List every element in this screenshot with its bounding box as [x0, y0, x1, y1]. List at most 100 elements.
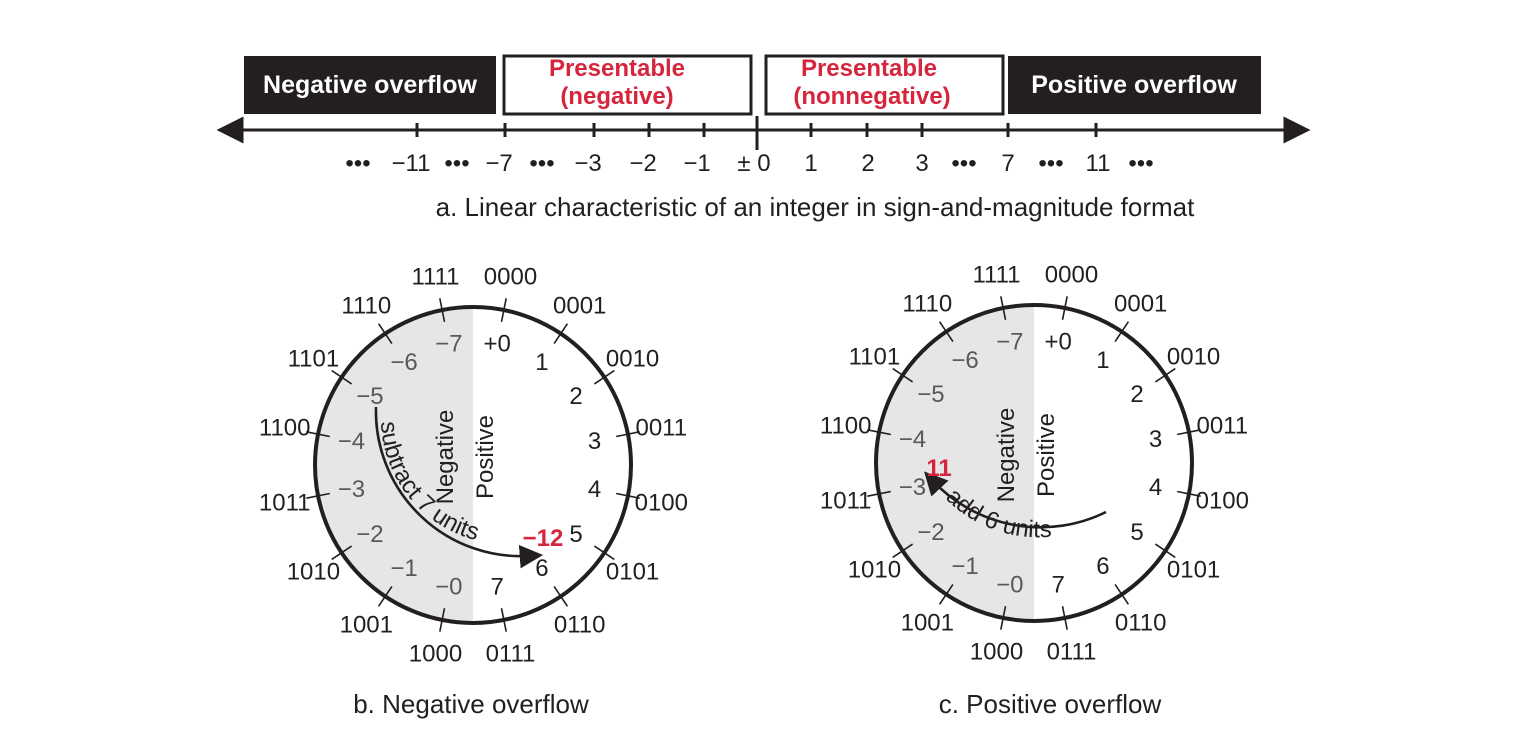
code-label: 0100 [635, 490, 688, 517]
wheel-c-body: Negative Positive 0000 +0 0001 1 0010 2 0011 3 010… [820, 262, 1249, 666]
presentable-negative-label-line1: Presentable [549, 55, 685, 82]
code-label: 0111 [486, 640, 536, 667]
wheel-tick [593, 545, 615, 561]
value-label: 3 [1149, 426, 1162, 453]
tick-label-ellipsis: ••• [444, 150, 469, 177]
wheel-tick [867, 490, 891, 497]
wheel-circle [874, 303, 1194, 623]
negative-half-shade [315, 307, 473, 623]
tick-label: 11 [1086, 150, 1111, 177]
caption-negative-overflow: b. Negative overflow [353, 689, 589, 719]
value-label: −0 [996, 572, 1023, 599]
value-label: 6 [1096, 553, 1109, 580]
wheel-tick [377, 585, 393, 607]
tick-label-ellipsis: ••• [951, 150, 976, 177]
wheel-tick [1061, 606, 1068, 630]
value-label: 1 [535, 349, 548, 376]
tick-label: 3 [915, 150, 928, 177]
tick-label: 2 [861, 150, 874, 177]
value-label: 2 [1130, 381, 1143, 408]
code-label: 0111 [1047, 638, 1097, 665]
code-label: 1111 [411, 264, 459, 291]
code-label: 1101 [288, 345, 340, 372]
wheel-tick [439, 608, 446, 632]
tick-label: −2 [629, 150, 656, 177]
value-label: −7 [996, 328, 1023, 355]
value-label: 1 [1096, 347, 1109, 374]
wheel-tick [1154, 543, 1176, 559]
wheel-positive-overflow: Negative Positive 0000 +0 0001 1 0010 2 0011 3 010… [820, 262, 1249, 719]
value-label: −1 [951, 553, 978, 580]
tick-label-ellipsis: ••• [1038, 150, 1063, 177]
code-label: 1011 [820, 488, 872, 515]
tick-label: 1 [804, 150, 817, 177]
wheel-circle [313, 305, 633, 625]
value-label: −6 [390, 349, 417, 376]
code-label: 1111 [972, 262, 1020, 289]
wheel-tick [553, 585, 569, 607]
number-line-tick-labels: ••• −11 ••• −7 ••• −3 −2 −1 ± 0 1 2 3 ••… [345, 150, 1153, 177]
code-label: 1010 [848, 557, 901, 584]
value-label: −5 [356, 383, 383, 410]
wheel-tick [1154, 367, 1176, 383]
wheel-tick [553, 323, 569, 345]
presentable-nonnegative-label-line2: (nonnegative) [793, 83, 950, 110]
presentable-nonnegative-label-line1: Presentable [801, 55, 937, 82]
code-label: 0000 [484, 264, 537, 291]
wheel-tick [892, 543, 914, 559]
wheel-tick [593, 369, 615, 385]
negative-overflow-label: Negative overflow [263, 71, 478, 99]
presentable-negative-label-line2: (negative) [560, 83, 673, 110]
code-label: 0011 [1196, 413, 1248, 440]
wheel-tick [1177, 490, 1201, 497]
wheel-tick [938, 321, 954, 343]
positive-side-label: Positive [1033, 413, 1060, 497]
negative-side-label: Negative [432, 410, 459, 505]
wheel-tick [1061, 296, 1068, 320]
tick-label: −11 [392, 150, 431, 177]
code-label: 1110 [341, 292, 391, 319]
code-label: 1110 [902, 290, 952, 317]
value-label: 7 [491, 574, 504, 601]
code-label: 1000 [970, 638, 1023, 665]
value-label: −5 [917, 381, 944, 408]
code-label: 0001 [1114, 290, 1167, 317]
value-label: −1 [390, 555, 417, 582]
wheel-tick [892, 367, 914, 383]
code-label: 1000 [409, 640, 462, 667]
value-label: −2 [917, 519, 944, 546]
value-label: 4 [588, 476, 601, 503]
tick-label: −1 [683, 150, 710, 177]
code-label: 0110 [554, 612, 606, 639]
presentable-negative-box: Presentable (negative) [502, 54, 753, 116]
value-label: −6 [951, 347, 978, 374]
tick-label-ellipsis: ••• [345, 150, 370, 177]
wheel-tick [938, 583, 954, 605]
wheel-tick [616, 431, 640, 438]
tick-label: −7 [485, 150, 512, 177]
code-label: 1001 [340, 612, 393, 639]
value-label: 4 [1149, 474, 1162, 501]
code-label: 0010 [606, 345, 659, 372]
code-label: 0101 [606, 559, 659, 586]
wheel-negative-overflow: Negative Positive 0000 +0 0001 1 0010 2 0011 3 010… [259, 264, 688, 719]
value-label: −7 [435, 330, 462, 357]
value-label: −3 [899, 474, 926, 501]
value-label: 7 [1052, 572, 1065, 599]
wheel-tick [500, 608, 507, 632]
wheel-tick [500, 298, 507, 322]
wheel-tick [306, 492, 330, 499]
tick-label: −3 [574, 150, 601, 177]
result-minus-12: −12 [523, 525, 564, 552]
wheel-tick [306, 431, 330, 438]
value-label: 6 [535, 555, 548, 582]
code-label: 1010 [287, 559, 340, 586]
result-11: 11 [926, 455, 951, 482]
value-label: +0 [1045, 328, 1072, 355]
wheel-b-body: Negative Positive 0000 +0 0001 1 0010 2 0011 3 010… [259, 264, 688, 668]
value-label: +0 [484, 330, 511, 357]
wheel-tick [616, 492, 640, 499]
value-label: 5 [1130, 519, 1143, 546]
code-label: 0001 [553, 292, 606, 319]
